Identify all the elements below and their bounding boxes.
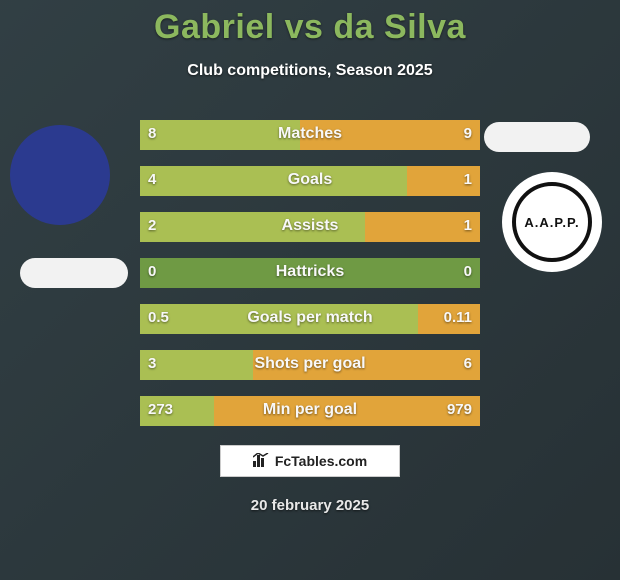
stat-row: 273979Min per goal bbox=[140, 396, 480, 426]
stat-label: Goals bbox=[140, 171, 480, 189]
date-label: 20 february 2025 bbox=[0, 497, 620, 514]
player-left-photo bbox=[10, 125, 110, 225]
stat-row: 00Hattricks bbox=[140, 258, 480, 288]
stat-row: 0.50.11Goals per match bbox=[140, 304, 480, 334]
stat-row: 41Goals bbox=[140, 166, 480, 196]
stat-label: Shots per goal bbox=[140, 355, 480, 373]
site-name: FcTables.com bbox=[275, 453, 367, 469]
stat-label: Hattricks bbox=[140, 263, 480, 281]
stat-row: 89Matches bbox=[140, 120, 480, 150]
page-subtitle: Club competitions, Season 2025 bbox=[0, 62, 620, 80]
player-right-pill bbox=[484, 122, 590, 152]
stat-label: Matches bbox=[140, 125, 480, 143]
stat-row: 36Shots per goal bbox=[140, 350, 480, 380]
stat-label: Goals per match bbox=[140, 309, 480, 327]
stat-label: Assists bbox=[140, 217, 480, 235]
chart-icon bbox=[253, 453, 269, 470]
club-right-badge: A.A.P.P. bbox=[502, 172, 602, 272]
site-badge: FcTables.com bbox=[220, 445, 400, 477]
club-right-badge-label: A.A.P.P. bbox=[512, 182, 592, 262]
stat-label: Min per goal bbox=[140, 401, 480, 419]
stat-row: 21Assists bbox=[140, 212, 480, 242]
comparison-stats: 89Matches 41Goals 21Assists 00Hattricks 0.50… bbox=[140, 120, 480, 442]
page-title: Gabriel vs da Silva bbox=[0, 8, 620, 47]
club-left-pill bbox=[20, 258, 128, 288]
